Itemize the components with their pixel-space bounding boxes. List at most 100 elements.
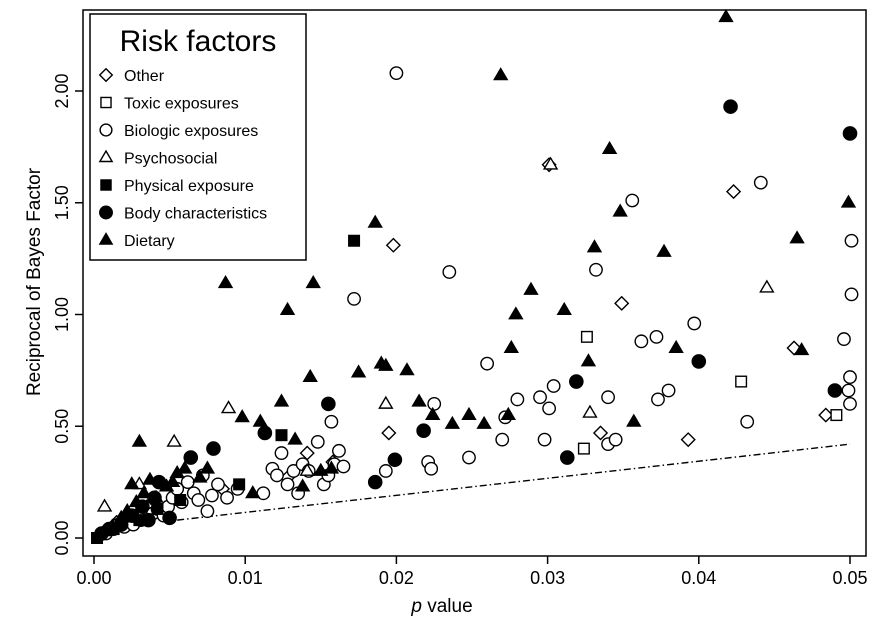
x-tick-label: 0.02 (379, 568, 414, 588)
data-point (425, 406, 441, 420)
data-point (299, 462, 315, 476)
data-point (257, 425, 273, 441)
data-point (580, 330, 593, 343)
data-point (416, 423, 431, 439)
data-point (183, 450, 199, 465)
legend-marker (99, 205, 113, 220)
data-point (559, 450, 575, 465)
data-point (661, 383, 676, 398)
data-point (279, 301, 296, 315)
x-tick-label: 0.05 (832, 568, 867, 588)
data-point (789, 230, 805, 244)
y-axis-label: Reciprocal of Bayes Factor (24, 167, 45, 396)
data-point (280, 477, 295, 492)
data-point (735, 375, 748, 388)
legend-box (89, 13, 307, 261)
data-point (136, 485, 152, 499)
data-point (387, 452, 403, 468)
data-point (142, 471, 158, 485)
data-point (252, 413, 269, 427)
x-axis-label: p value (410, 596, 472, 617)
data-point (462, 450, 476, 465)
data-point (830, 409, 843, 422)
data-point (206, 441, 221, 456)
data-point (556, 301, 572, 315)
data-point (844, 233, 859, 248)
data-point (586, 239, 603, 253)
x-tick-label: 0.00 (76, 568, 111, 588)
data-point (844, 287, 859, 302)
data-point (625, 193, 640, 208)
data-point (612, 203, 628, 217)
legend-entry: Dietary (124, 233, 175, 250)
data-point (601, 140, 618, 155)
data-point (104, 518, 120, 532)
data-point (191, 493, 206, 507)
data-point (192, 469, 208, 483)
series-psychosocial (96, 156, 775, 512)
data-point (500, 406, 516, 420)
data-point (592, 425, 609, 441)
legend-entry: Body characteristics (124, 206, 267, 223)
data-point (723, 99, 738, 114)
data-point (508, 306, 524, 320)
data-point (444, 415, 461, 429)
data-point (347, 291, 361, 306)
data-point (634, 334, 649, 349)
data-point (476, 415, 492, 429)
legend-marker (100, 179, 112, 191)
data-point (273, 393, 290, 407)
data-point (141, 512, 156, 528)
data-point (220, 400, 237, 414)
data-point (442, 265, 457, 279)
data-point (332, 443, 346, 458)
data-point (310, 434, 325, 449)
data-point (350, 364, 367, 378)
data-point (582, 404, 598, 418)
data-point (286, 464, 301, 478)
data-point (480, 356, 495, 371)
data-point (461, 406, 477, 420)
data-point (740, 414, 755, 429)
data-point (217, 275, 234, 289)
data-point (503, 339, 519, 353)
data-point (843, 370, 857, 384)
reference-line (177, 443, 851, 521)
data-point (305, 275, 321, 289)
legend-marker (98, 67, 114, 83)
data-point (668, 339, 684, 353)
data-point (151, 502, 164, 515)
data-points-layer (91, 9, 859, 545)
legend-marker (98, 232, 114, 245)
data-point (166, 433, 182, 447)
data-point (270, 468, 284, 483)
data-point (691, 354, 707, 369)
data-point (725, 183, 742, 200)
series-dietary (104, 9, 857, 532)
data-point (411, 393, 427, 407)
data-point (378, 357, 394, 371)
data-point (687, 316, 702, 331)
data-point (569, 374, 584, 389)
data-point (323, 460, 340, 474)
data-point (162, 510, 177, 526)
data-point (124, 476, 140, 490)
data-point (818, 407, 834, 423)
x-tick-label: 0.04 (681, 568, 716, 588)
data-point (837, 332, 851, 346)
data-point (537, 432, 552, 447)
data-point (399, 362, 415, 376)
data-point (626, 413, 642, 427)
data-point (321, 396, 336, 412)
data-point (128, 494, 145, 508)
data-point (302, 368, 318, 382)
legend-entry: Toxic exposures (124, 96, 239, 113)
data-point (495, 432, 510, 447)
plot-frame (82, 9, 867, 557)
data-point (131, 433, 148, 447)
data-point (533, 390, 547, 405)
data-point (786, 340, 802, 356)
data-point (389, 66, 404, 81)
data-point (542, 401, 557, 416)
